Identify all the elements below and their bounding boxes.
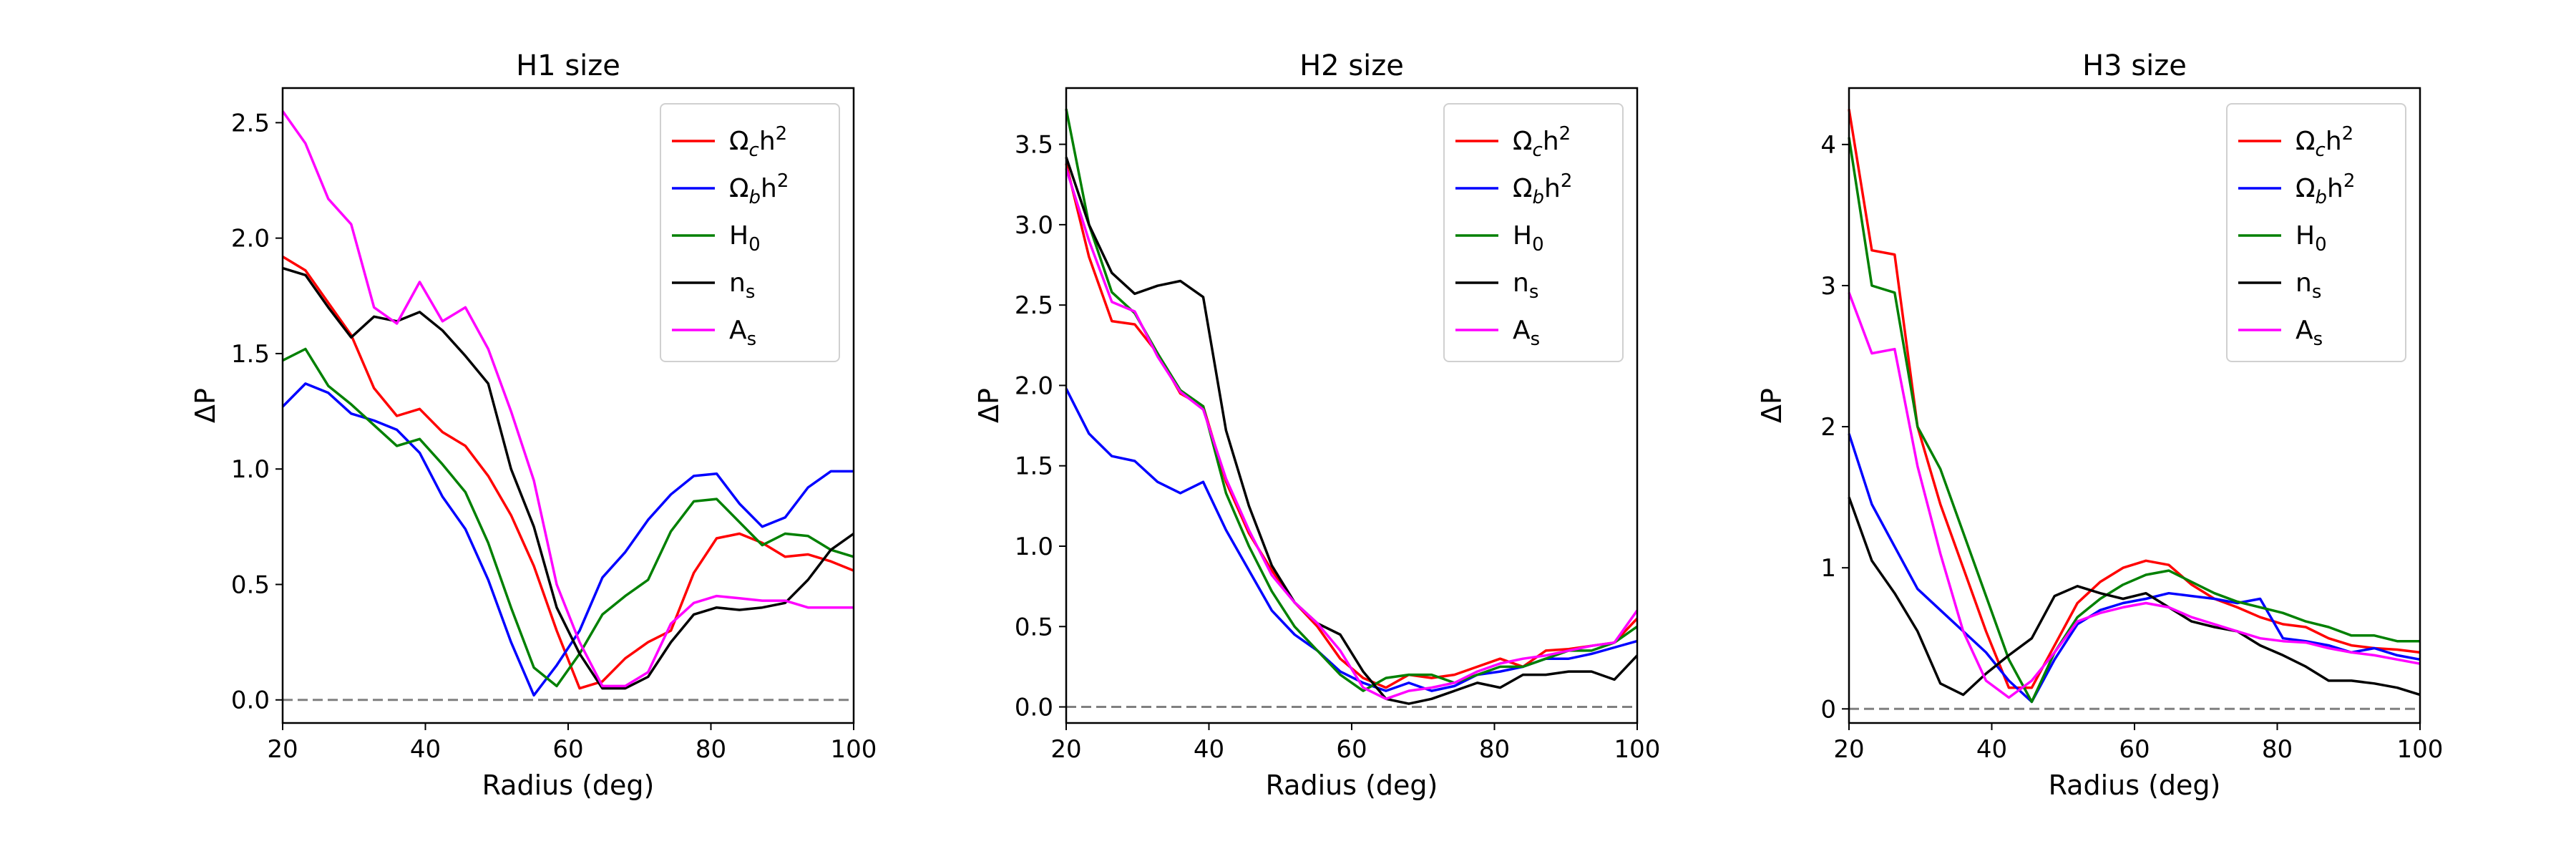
x-tick-label: 20 — [1833, 735, 1864, 764]
legend-label: Ωbh2 — [729, 170, 789, 208]
legend-label: ns — [729, 268, 755, 303]
series-line-2 — [1848, 433, 2421, 704]
y-tick-label: 2.5 — [231, 109, 270, 137]
x-tick-label: 80 — [1479, 735, 1510, 764]
legend-label: Ωbh2 — [2296, 170, 2355, 208]
y-tick-label: 1.0 — [1015, 533, 1053, 561]
legend-box — [2226, 103, 2406, 362]
series-line-3 — [282, 347, 854, 688]
x-tick-label: 60 — [552, 735, 583, 764]
x-tick-label: 80 — [696, 735, 726, 764]
legend-label: ns — [1513, 268, 1538, 303]
legend-label: Ωch2 — [1513, 123, 1571, 161]
chart-title: H3 size — [2082, 49, 2187, 82]
legend-label: As — [729, 316, 756, 350]
y-tick-label: 2 — [1820, 413, 1836, 442]
x-tick-label: 20 — [267, 735, 298, 764]
y-axis-label: ΔP — [1756, 388, 1787, 423]
x-tick-label: 20 — [1050, 735, 1081, 764]
series-line-2 — [1065, 388, 1638, 692]
y-tick-label: 3 — [1820, 272, 1836, 301]
y-tick-label: 2.5 — [1015, 291, 1053, 320]
chart-panel-2: 20 40 60 80 100 0.0 0.5 1.0 1.5 2.0 2.5 3.0 3.5 H2 si… — [973, 49, 1660, 801]
legend: Ωch2 Ωbh2 H0 ns As — [2226, 103, 2406, 362]
legend-label: As — [2296, 316, 2323, 350]
legend-label: H0 — [729, 221, 761, 256]
y-tick-label: 1.5 — [231, 340, 270, 369]
series-line-4 — [282, 266, 855, 690]
y-tick-label: 0.0 — [231, 686, 270, 715]
legend-label: H0 — [2296, 221, 2327, 256]
y-tick-label: 4 — [1820, 131, 1836, 160]
y-tick-label: 0.5 — [231, 571, 270, 599]
series-line-5 — [281, 110, 854, 688]
x-axis-label: Radius (deg) — [482, 770, 655, 801]
series-line-1 — [1848, 109, 2421, 689]
x-tick-label: 100 — [2397, 735, 2444, 764]
chart-title: H1 size — [516, 49, 620, 82]
x-tick-label: 40 — [1976, 735, 2007, 764]
series-line-4 — [1065, 157, 1639, 705]
y-tick-label: 1 — [1820, 554, 1836, 583]
legend-label: Ωbh2 — [1513, 170, 1572, 208]
y-tick-label: 1.0 — [231, 455, 270, 484]
y-tick-label: 2.0 — [1015, 372, 1053, 400]
y-tick-label: 1.5 — [1015, 452, 1053, 481]
legend-label: ns — [2296, 268, 2321, 303]
series-line-3 — [1848, 137, 2420, 704]
legend-label: H0 — [1513, 221, 1544, 256]
chart-title: H2 size — [1299, 49, 1404, 82]
chart-panel-3: 20 40 60 80 100 0 1 2 3 4 H3 size Radius (deg) ΔP Ωch… — [1756, 49, 2443, 801]
legend-box — [660, 103, 840, 362]
x-tick-label: 40 — [410, 735, 441, 764]
y-axis-label: ΔP — [973, 388, 1005, 423]
x-tick-label: 60 — [2119, 735, 2150, 764]
y-tick-label: 0.5 — [1015, 613, 1053, 641]
y-tick-label: 3.0 — [1015, 211, 1053, 240]
chart-panel-1: 20 40 60 80 100 0.0 0.5 1.0 1.5 2.0 2.5 H1 size Radi… — [190, 49, 877, 801]
x-axis-label: Radius (deg) — [1266, 770, 1438, 801]
x-tick-label: 80 — [2262, 735, 2293, 764]
legend-label: Ωch2 — [2296, 123, 2353, 161]
legend-box — [1443, 103, 1624, 362]
x-tick-label: 100 — [1614, 735, 1661, 764]
legend-label: As — [1513, 316, 1540, 350]
x-tick-label: 60 — [1336, 735, 1367, 764]
y-axis-label: ΔP — [190, 388, 221, 423]
y-tick-label: 2.0 — [231, 225, 270, 253]
series-line-2 — [281, 382, 854, 697]
x-axis-label: Radius (deg) — [2049, 770, 2221, 801]
y-tick-label: 0 — [1820, 695, 1836, 724]
legend: Ωch2 Ωbh2 H0 ns As — [660, 103, 840, 362]
y-tick-label: 0.0 — [1015, 694, 1053, 722]
series-line-5 — [1848, 292, 2421, 699]
x-tick-label: 100 — [831, 735, 877, 764]
y-tick-label: 3.5 — [1015, 131, 1053, 160]
series-line-5 — [1065, 168, 1639, 701]
series-line-3 — [1065, 108, 1639, 692]
series-line-4 — [1848, 497, 2421, 697]
legend-label: Ωch2 — [729, 123, 787, 161]
x-tick-label: 40 — [1194, 735, 1224, 764]
legend: Ωch2 Ωbh2 H0 ns As — [1443, 103, 1624, 362]
